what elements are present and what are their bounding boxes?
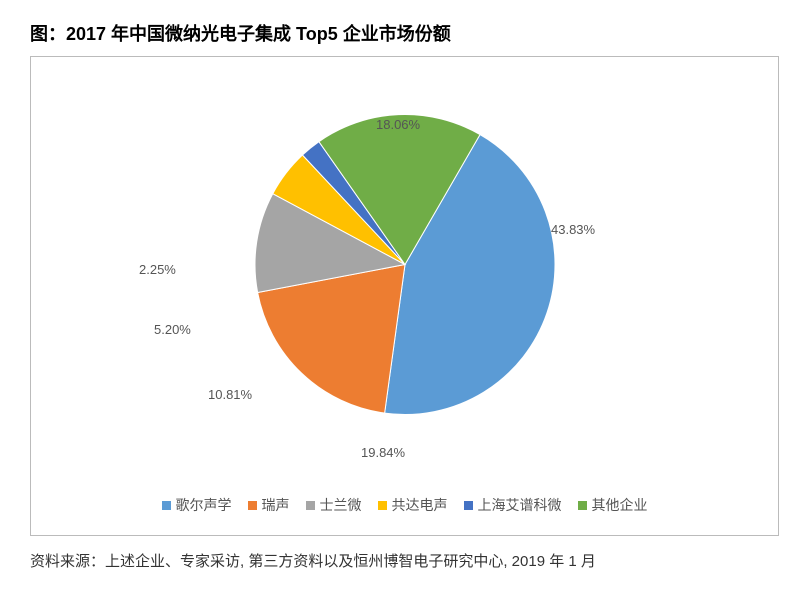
legend-label: 其他企业 [592,497,648,513]
source-text: 资料来源：上述企业、专家采访, 第三方资料以及恒州博智电子研究中心, 2019 … [30,550,779,571]
legend-label: 瑞声 [262,497,290,513]
chart-title: 图：2017 年中国微纳光电子集成 Top5 企业市场份额 [30,20,779,46]
legend-item: 瑞声 [248,495,290,515]
slice-label: 19.84% [361,445,405,460]
chart-container: 43.83% 19.84% 10.81% 5.20% 2.25% 18.06% 歌尔声学 瑞… [30,56,779,536]
legend-item: 士兰微 [306,495,362,515]
legend-item: 歌尔声学 [162,495,232,515]
legend-item: 其他企业 [578,495,648,515]
slice-label: 5.20% [154,322,191,337]
legend-swatch [578,501,587,510]
legend-swatch [162,501,171,510]
slice-label: 18.06% [376,117,420,132]
slice-label: 10.81% [208,387,252,402]
legend-swatch [248,501,257,510]
legend-swatch [464,501,473,510]
legend-label: 士兰微 [320,497,362,513]
pie-chart [235,95,575,440]
slice-label: 2.25% [139,262,176,277]
slice-label: 43.83% [551,222,595,237]
legend-swatch [378,501,387,510]
legend-item: 上海艾谱科微 [464,495,562,515]
legend-label: 上海艾谱科微 [478,497,562,513]
legend-label: 歌尔声学 [176,497,232,513]
legend-label: 共达电声 [392,497,448,513]
legend: 歌尔声学 瑞声 士兰微 共达电声 上海艾谱科微 其他企业 [31,495,778,515]
legend-swatch [306,501,315,510]
legend-item: 共达电声 [378,495,448,515]
